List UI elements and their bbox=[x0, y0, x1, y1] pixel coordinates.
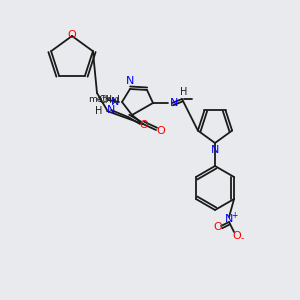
Text: O: O bbox=[68, 30, 76, 40]
Text: -: - bbox=[240, 235, 244, 244]
Text: N: N bbox=[211, 145, 219, 155]
Text: N: N bbox=[126, 76, 134, 86]
Text: H: H bbox=[95, 106, 103, 116]
Text: O: O bbox=[214, 222, 222, 232]
Text: O: O bbox=[140, 120, 148, 130]
Text: O: O bbox=[157, 126, 165, 136]
Text: H: H bbox=[180, 87, 188, 97]
Text: CH₃: CH₃ bbox=[99, 95, 117, 105]
Text: N: N bbox=[107, 105, 116, 115]
Text: N: N bbox=[111, 97, 119, 107]
Text: methyl: methyl bbox=[88, 95, 120, 104]
Text: O: O bbox=[233, 231, 242, 241]
Text: +: + bbox=[231, 211, 237, 220]
Text: N: N bbox=[225, 214, 233, 224]
Text: N: N bbox=[170, 98, 178, 108]
